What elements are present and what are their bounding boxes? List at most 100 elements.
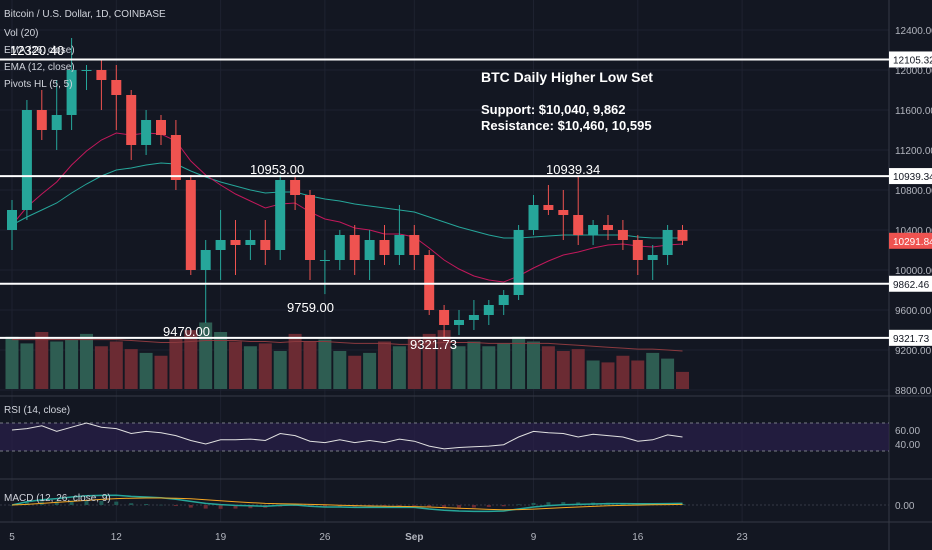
volume-bar [392, 346, 406, 389]
ema-fast-legend[interactable]: EMA (12, close) [4, 62, 75, 73]
candle-body[interactable] [528, 205, 539, 230]
symbol-legend[interactable]: Bitcoin / U.S. Dollar, 1D, COINBASE [4, 9, 166, 20]
ema-slow-line[interactable] [11, 162, 683, 239]
candle-body[interactable] [439, 310, 450, 325]
candle-body[interactable] [394, 235, 405, 255]
rsi-pane[interactable]: 60.00 40.00 [0, 422, 920, 452]
level-price-label: 9321.73 [893, 334, 930, 345]
macd-histogram-bar [159, 504, 163, 506]
candle-body[interactable] [468, 315, 479, 320]
candle-body[interactable] [558, 210, 569, 215]
volume-bar [288, 333, 302, 389]
vol-legend[interactable]: Vol (20) [4, 28, 39, 39]
candle-body[interactable] [483, 305, 494, 315]
time-axis[interactable]: 5 12 19 26 Sep 9 16 23 [9, 532, 748, 543]
candle-body[interactable] [156, 120, 166, 135]
candle-body[interactable] [573, 215, 584, 235]
volume-bar [512, 336, 526, 389]
candle-body[interactable] [126, 95, 137, 145]
price-pane[interactable] [7, 38, 688, 338]
candle-body[interactable] [66, 70, 77, 115]
candle-body[interactable] [662, 230, 673, 255]
level-price-tag[interactable] [889, 51, 932, 68]
macd-histogram-bar [218, 505, 223, 509]
candle-body[interactable] [245, 240, 256, 245]
price-axis[interactable]: 12829.9612105.3210939.349862.469321.7312… [889, 0, 932, 397]
level-price-tag[interactable] [889, 329, 932, 346]
last-price-tag[interactable] [889, 232, 932, 249]
candle-body[interactable] [677, 230, 688, 241]
volume-bar [407, 336, 421, 389]
rsi-line[interactable] [11, 422, 683, 450]
volume-bar [497, 343, 511, 389]
pivots-legend[interactable]: Pivots HL (5, 5) [4, 79, 73, 90]
candle-body[interactable] [170, 135, 181, 180]
volume-bar [229, 341, 242, 389]
candle-body[interactable] [141, 120, 152, 145]
candle-body[interactable] [305, 195, 315, 260]
candle-body[interactable] [364, 240, 375, 260]
candle-body[interactable] [21, 110, 32, 210]
candle-body[interactable] [51, 115, 62, 130]
price-tick-label: 12000.00 [895, 66, 932, 77]
macd-histogram-bar [114, 501, 119, 505]
candle-body[interactable] [379, 240, 390, 255]
candle-body[interactable] [334, 235, 345, 260]
candle-body[interactable] [230, 240, 241, 245]
macd-histogram-bar [516, 504, 521, 505]
level-price-label: 9862.46 [893, 280, 930, 291]
candle-body[interactable] [185, 180, 196, 270]
rsi-tick-label: 60.00 [895, 426, 920, 437]
macd-line[interactable] [11, 494, 683, 513]
ema-fast-line[interactable] [11, 132, 683, 283]
candle-body[interactable] [424, 255, 435, 310]
annotation-title: BTC Daily Higher Low Set [481, 69, 653, 85]
horizontal-levels[interactable] [0, 0, 889, 339]
macd-signal-line[interactable] [11, 497, 683, 511]
candle-body[interactable] [454, 320, 464, 325]
candle-body[interactable] [588, 225, 599, 235]
volume-bar [5, 336, 19, 389]
candle-body[interactable] [260, 240, 271, 250]
candle-body[interactable] [111, 80, 122, 95]
candle-body[interactable] [513, 230, 524, 295]
volume-bar [50, 341, 64, 389]
candle-body[interactable] [96, 70, 107, 80]
candle-body[interactable] [617, 230, 628, 240]
candle-body[interactable] [36, 110, 47, 130]
volume-bar [303, 341, 317, 389]
candle-body[interactable] [319, 260, 330, 261]
macd-pane[interactable]: 0.00 [0, 494, 915, 513]
rsi-legend[interactable]: RSI (14, close) [4, 405, 71, 416]
volume-bar [363, 352, 377, 389]
volume-bar [378, 341, 391, 389]
volume-bar [556, 351, 570, 389]
candle-body[interactable] [275, 180, 286, 250]
volume-bar [109, 341, 123, 389]
candle-body[interactable] [200, 250, 211, 270]
candle-body[interactable] [81, 70, 92, 71]
level-price-tag[interactable] [889, 168, 932, 185]
candle-body[interactable] [603, 225, 613, 230]
time-tick-label: 5 [9, 532, 15, 543]
candle-body[interactable] [349, 235, 360, 260]
rsi-band [0, 423, 889, 451]
last-price-label: 10291.84 [893, 237, 932, 248]
candle-body[interactable] [290, 180, 301, 195]
macd-legend[interactable]: MACD (12, 26, close, 9) [4, 493, 111, 504]
candle-body[interactable] [409, 235, 420, 255]
volume-bar [482, 346, 496, 389]
macd-histogram-bar [531, 502, 536, 505]
candle-body[interactable] [647, 255, 658, 260]
level-price-tag[interactable] [889, 275, 932, 292]
ema-slow-legend[interactable]: EMA (26, close) [4, 45, 75, 56]
level-price-label: 10939.34 [893, 172, 932, 183]
candle-body[interactable] [632, 240, 643, 260]
candle-body[interactable] [498, 295, 509, 305]
candle-body[interactable] [7, 210, 17, 230]
candle-body[interactable] [215, 240, 226, 250]
candle-body[interactable] [543, 205, 554, 210]
volume-bar [20, 343, 34, 389]
